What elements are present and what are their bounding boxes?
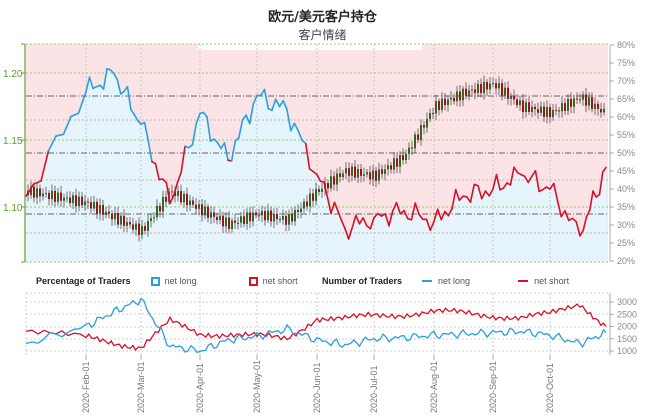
price-axis: 1.20 1.15 1.10 — [3, 43, 26, 263]
chart-title: 欧元/美元客户持仓 — [268, 10, 377, 25]
net-long-line-icon — [422, 280, 433, 282]
legend-label: net short — [534, 276, 570, 286]
svg-text:20%: 20% — [617, 256, 635, 266]
svg-text:80%: 80% — [617, 40, 635, 50]
svg-text:2000: 2000 — [617, 322, 637, 332]
legend-label: net short — [262, 276, 298, 286]
net-long-swatch-icon — [150, 276, 160, 286]
svg-text:2020-Jun-01: 2020-Jun-01 — [312, 362, 322, 413]
percentage-legend-heading: Percentage of Traders — [36, 276, 131, 286]
net-long-percent-line — [25, 68, 607, 240]
legend-item-net-short[interactable]: net short — [248, 276, 298, 286]
svg-text:70%: 70% — [617, 76, 635, 86]
svg-text:75%: 75% — [617, 58, 635, 68]
price-tick: 1.15 — [3, 136, 23, 147]
legend-item-count-net-short[interactable]: net short — [518, 276, 569, 286]
svg-text:60%: 60% — [617, 112, 635, 122]
svg-text:2500: 2500 — [617, 309, 637, 319]
svg-text:25%: 25% — [617, 238, 635, 248]
svg-text:2020-Oct-01: 2020-Oct-01 — [545, 363, 555, 413]
date-axis: 2020-Feb-01 2020-Mar-01 2020-Apr-01 2020-Ma… — [81, 355, 555, 413]
svg-text:65%: 65% — [617, 94, 635, 104]
svg-text:2020-Aug-01: 2020-Aug-01 — [429, 361, 439, 413]
svg-text:30%: 30% — [617, 220, 635, 230]
percentage-legend: Percentage of Traders net long net short — [36, 276, 324, 286]
svg-text:45%: 45% — [617, 166, 635, 176]
legend-item-net-long[interactable]: net long — [150, 276, 197, 286]
count-plot — [25, 292, 608, 355]
svg-text:2020-Apr-01: 2020-Apr-01 — [195, 363, 205, 413]
price-tick: 1.10 — [3, 203, 23, 214]
svg-text:55%: 55% — [617, 130, 635, 140]
number-legend-heading: Number of Traders — [322, 276, 403, 286]
svg-text:2020-Feb-01: 2020-Feb-01 — [81, 361, 91, 413]
percent-axis: 80% 75% 70% 65% 60% 55% 50% 45% 40% 35% 30% 25% 20% — [609, 40, 635, 266]
svg-text:2020-Sep-01: 2020-Sep-01 — [488, 361, 498, 413]
chart-subtitle: 客户情绪 — [298, 28, 347, 42]
legend-label: net long — [438, 276, 471, 286]
svg-text:3000: 3000 — [617, 297, 637, 307]
legend-item-count-net-long[interactable]: net long — [422, 276, 470, 286]
svg-text:50%: 50% — [617, 148, 635, 158]
number-legend: Number of Traders net long net short — [322, 276, 595, 286]
svg-text:2020-May-01: 2020-May-01 — [252, 360, 262, 413]
svg-text:1000: 1000 — [617, 346, 637, 356]
svg-text:40%: 40% — [617, 184, 635, 194]
svg-text:2020-Mar-01: 2020-Mar-01 — [136, 361, 146, 413]
count-axis: 3000 2500 2000 1500 1000 — [609, 293, 637, 356]
net-short-line-icon — [518, 280, 529, 282]
svg-text:35%: 35% — [617, 202, 635, 212]
price-tick: 1.20 — [3, 69, 23, 80]
legend-label: net long — [164, 276, 197, 286]
price-candles — [27, 75, 605, 242]
svg-text:2020-Jul-01: 2020-Jul-01 — [369, 365, 379, 413]
svg-text:1500: 1500 — [617, 334, 637, 344]
net-short-swatch-icon — [248, 276, 258, 286]
